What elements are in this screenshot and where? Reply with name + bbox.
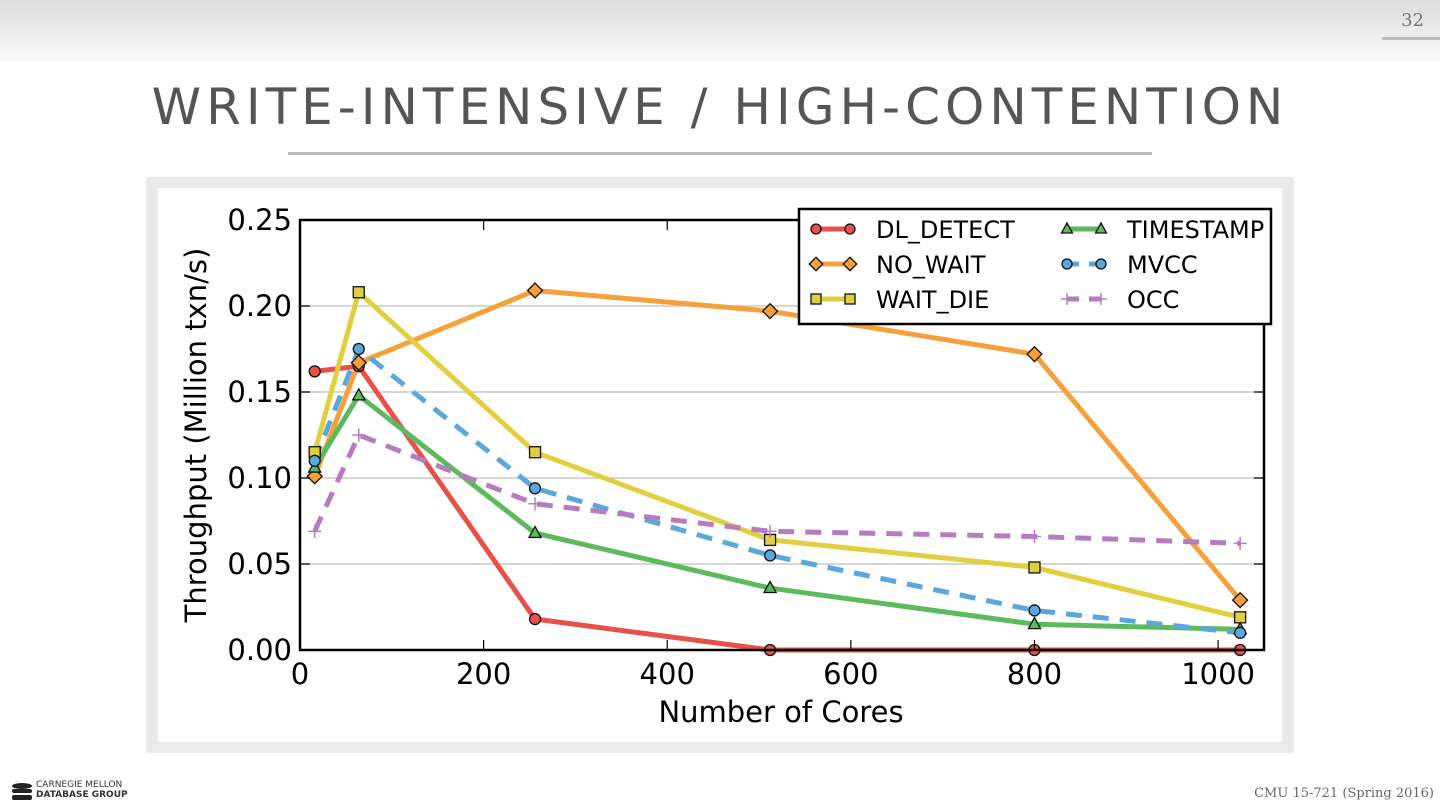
x-tick-label: 600 — [823, 657, 878, 691]
data-point-occ — [308, 524, 322, 538]
legend-marker — [1061, 293, 1073, 305]
x-tick-label: 400 — [640, 657, 695, 691]
legend-item-dl_detect: DL_DETECT — [810, 216, 1015, 244]
legend: DL_DETECT NO_WAIT WAIT_DIE TIMESTAMP MVCC OCC — [797, 207, 1273, 326]
data-point-mvcc — [1233, 626, 1247, 639]
legend-label: WAIT_DIE — [876, 286, 989, 314]
series-line-occ — [312, 432, 1241, 546]
legend-marker — [810, 293, 822, 305]
course-footer: CMU 15-721 (Spring 2016) — [1254, 786, 1434, 801]
legend-item-timestamp: TIMESTAMP — [1060, 216, 1264, 244]
legend-marker — [1061, 258, 1073, 270]
legend-item-no_wait: NO_WAIT — [808, 251, 986, 279]
data-point-mvcc — [528, 482, 542, 495]
y-tick-label: 0.10 — [227, 461, 292, 495]
logo-line-1: CARNEGIE MELLON — [36, 780, 123, 790]
data-point-mvcc — [352, 342, 365, 356]
data-point-no_wait — [350, 354, 368, 372]
data-point-dl_detect — [528, 612, 542, 626]
legend-marker — [1060, 221, 1074, 234]
legend-marker — [842, 256, 858, 272]
data-point-wait_die — [352, 286, 365, 299]
data-point-occ — [1027, 529, 1042, 544]
legend-box — [797, 207, 1273, 326]
title-divider — [288, 152, 1152, 155]
data-point-mvcc — [1028, 604, 1041, 617]
data-point-timestamp — [1027, 616, 1042, 630]
data-point-no_wait — [1026, 345, 1043, 363]
slide-number-underline — [1382, 37, 1440, 40]
data-point-no_wait — [761, 302, 779, 320]
legend-label: NO_WAIT — [876, 251, 986, 279]
data-point-occ — [352, 428, 366, 442]
y-tick-label: 0.05 — [227, 547, 292, 581]
data-point-timestamp — [527, 525, 543, 539]
data-point-wait_die — [528, 446, 542, 459]
plot-frame — [298, 218, 1266, 652]
legend-marker — [810, 223, 822, 235]
data-point-wait_die — [1028, 561, 1041, 574]
legend-label: DL_DETECT — [876, 216, 1015, 244]
legend-marker — [1095, 293, 1107, 305]
line-chart: 0 200 400 600 800 1000 0.00 0.05 0.10 0.15 0.20 0.2… — [179, 203, 1273, 729]
series-line-mvcc — [312, 346, 1241, 636]
x-tick-label: 200 — [456, 657, 511, 691]
legend-item-wait_die: WAIT_DIE — [810, 286, 989, 314]
y-axis-label: Throughput (Million txn/s) — [179, 248, 213, 624]
series-line-dl_detect — [314, 363, 1241, 653]
x-tick-label: 0 — [291, 657, 309, 691]
data-point-occ — [528, 497, 542, 511]
data-point-dl_detect — [308, 365, 321, 378]
legend-marker — [808, 256, 824, 272]
slide-number: 32 — [1401, 10, 1424, 31]
legend-label: TIMESTAMP — [1126, 216, 1264, 244]
data-point-no_wait — [1231, 591, 1249, 609]
legend-item-mvcc: MVCC — [1061, 251, 1198, 279]
data-point-timestamp — [351, 387, 366, 401]
slide-title: WRITE-INTENSIVE / HIGH-CONTENTION — [151, 78, 1289, 136]
legend-marker — [844, 223, 856, 235]
data-point-timestamp — [762, 580, 778, 594]
series-line-no_wait — [312, 288, 1243, 602]
database-logo-icon — [12, 783, 32, 800]
y-tick-label: 0.15 — [227, 375, 292, 409]
legend-label: MVCC — [1127, 251, 1198, 279]
series-line-wait_die — [312, 289, 1241, 620]
x-tick-label: 1000 — [1181, 657, 1255, 691]
y-tick-label: 0.25 — [227, 203, 292, 237]
data-point-mvcc — [763, 549, 777, 562]
legend-marker — [1094, 221, 1108, 234]
legend-label: OCC — [1127, 286, 1179, 314]
logo-line-2: DATABASE GROUP — [36, 790, 128, 800]
data-point-occ — [763, 524, 777, 538]
x-tick-label: 800 — [1007, 657, 1062, 691]
legend-marker — [1095, 258, 1107, 270]
y-tick-label: 0.20 — [227, 289, 292, 323]
series-line-timestamp — [312, 392, 1241, 632]
data-point-no_wait — [526, 282, 544, 299]
legend-marker — [844, 293, 856, 305]
data-point-occ — [1233, 536, 1247, 550]
data-point-wait_die — [1233, 611, 1247, 624]
y-tick-label: 0.00 — [227, 633, 292, 667]
slide-header-bar — [0, 0, 1440, 62]
x-axis-label: Number of Cores — [658, 695, 903, 729]
data-point-mvcc — [308, 454, 321, 467]
logo-text: CARNEGIE MELLON DATABASE GROUP — [36, 780, 128, 800]
legend-item-occ: OCC — [1061, 286, 1179, 314]
